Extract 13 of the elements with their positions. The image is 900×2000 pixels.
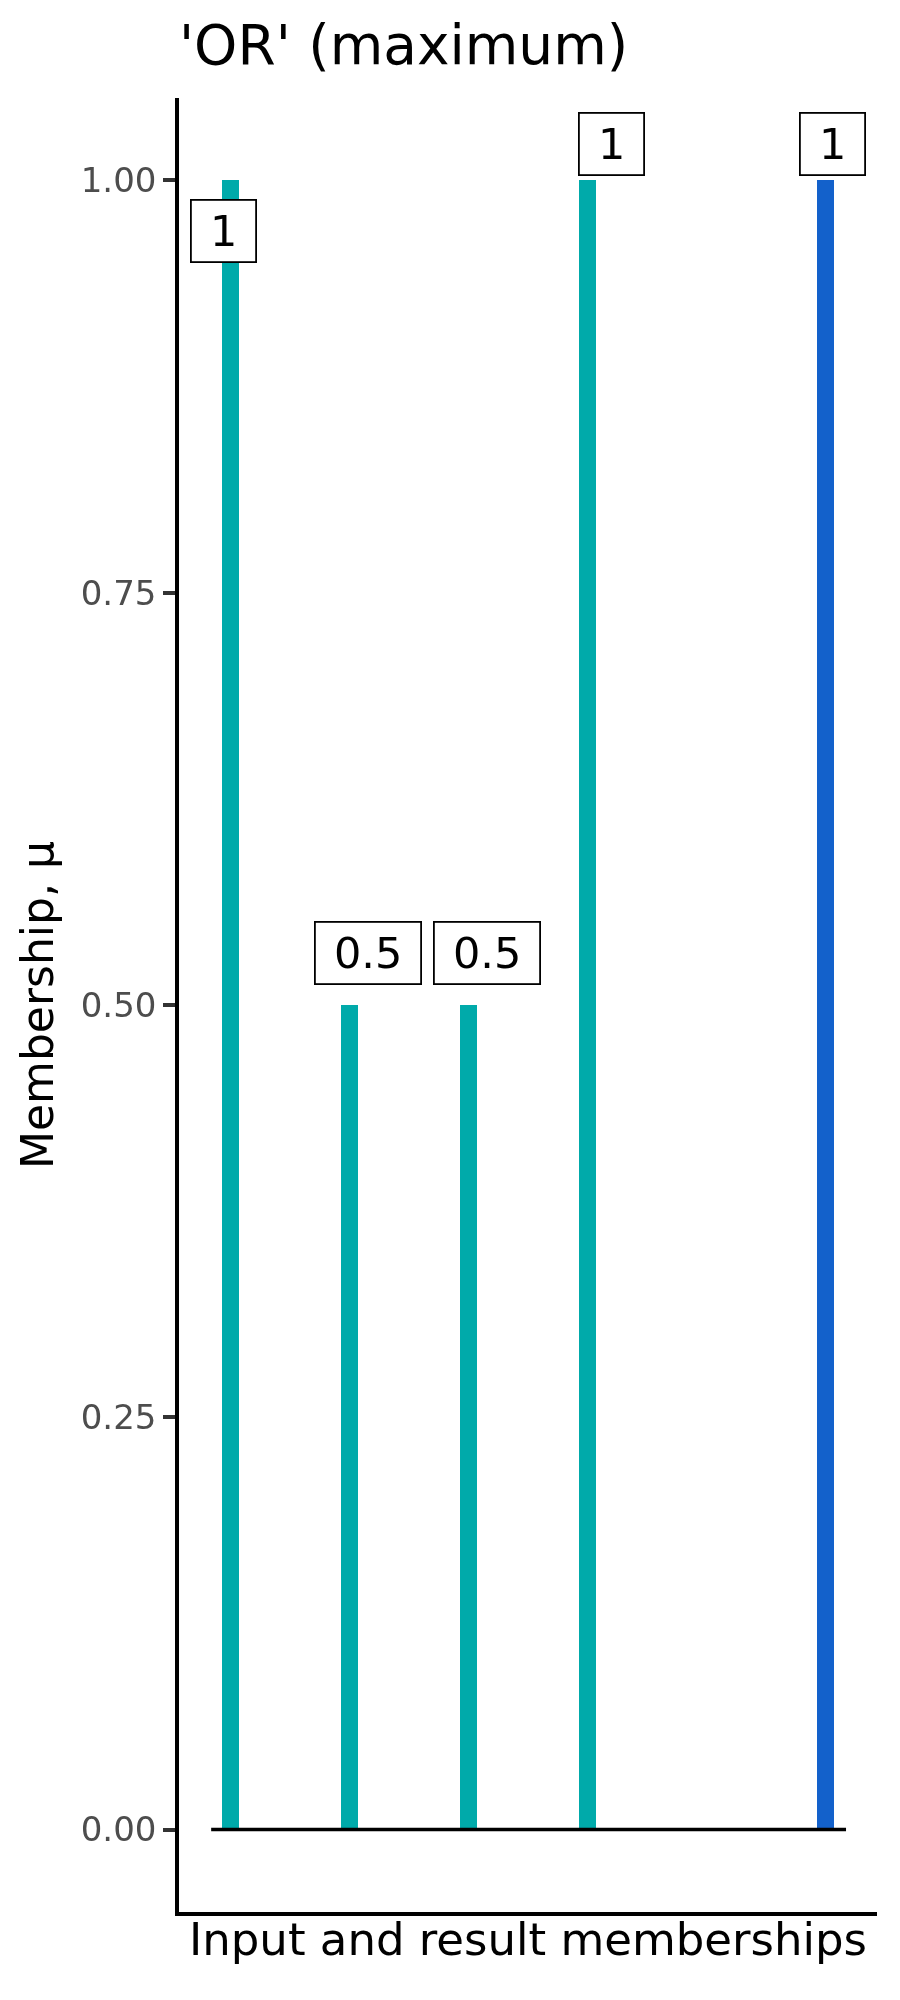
- y-tick-label: 0.50: [80, 984, 157, 1025]
- y-tick-label: 1.00: [80, 160, 157, 201]
- y-tick-label: 0.00: [80, 1809, 157, 1850]
- data-label: 0.5: [333, 927, 403, 978]
- chart-title: 'OR' (maximum): [179, 13, 629, 78]
- data-label: 0.5: [452, 927, 522, 978]
- data-label: 1: [209, 205, 238, 256]
- data-label: 1: [818, 118, 847, 169]
- data-label: 1: [597, 118, 626, 169]
- y-axis-title: Membership, μ: [12, 841, 64, 1169]
- y-tick-label: 0.25: [80, 1397, 157, 1438]
- x-axis-title: Input and result memberships: [189, 1913, 867, 1967]
- y-tick-label: 0.75: [80, 572, 157, 613]
